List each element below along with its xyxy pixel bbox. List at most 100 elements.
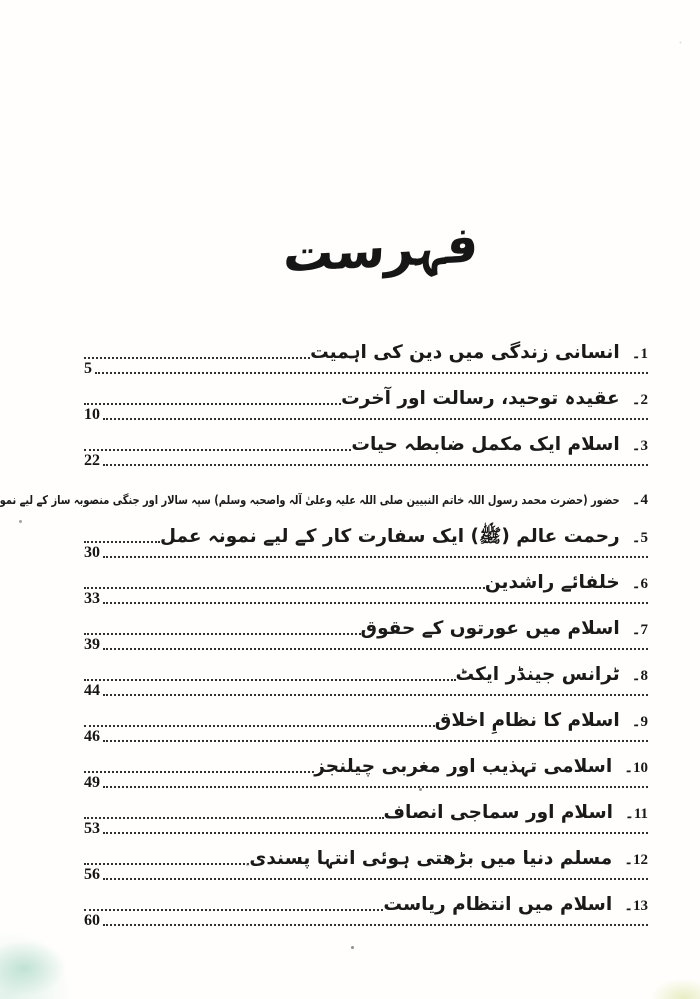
entry-page-number: 30 — [84, 544, 100, 561]
entry-page-number: 5 — [84, 360, 92, 377]
toc-entry-page-line: 5 — [84, 360, 648, 378]
dot-leader — [103, 556, 648, 558]
entry-page-number: 49 — [84, 774, 100, 791]
scan-noise-specks — [0, 0, 1, 1]
dot-leader — [84, 633, 361, 635]
entry-number: 8۔ — [631, 668, 648, 684]
toc-entry-page-line: 53 — [84, 820, 648, 838]
entry-number: 5۔ — [631, 530, 648, 546]
entry-number: 4۔ — [631, 492, 648, 508]
dot-leader — [84, 725, 435, 727]
entry-title: مسلم دنیا میں بڑھتی ہوئی انتہا پسندی — [249, 848, 613, 869]
toc-entry-page-line: 60 — [84, 912, 648, 930]
toc-entry-page-line: 30 — [84, 544, 648, 562]
dot-leader — [103, 740, 648, 742]
entry-number: 13۔ — [624, 898, 648, 914]
toc-entry: 11۔ اسلام اور سماجی انصاف 53 — [84, 802, 648, 838]
toc-entry-title-line: 8۔ ٹرانس جینڈر ایکٹ — [84, 664, 648, 685]
entry-page-number: 44 — [84, 682, 100, 699]
entry-number: 12۔ — [624, 852, 648, 868]
toc-entry: 7۔ اسلام میں عورتوں کے حقوق 39 — [84, 618, 648, 654]
toc-entry-title-line: 10۔ اسلامی تہذیب اور مغربی چیلنجز — [84, 756, 648, 777]
toc-entry-page-line: 22 — [84, 452, 648, 470]
entry-title: اسلام میں انتظام ریاست — [383, 894, 613, 915]
entry-title: ٹرانس جینڈر ایکٹ — [455, 664, 620, 685]
toc-entry-title-line: 12۔ مسلم دنیا میں بڑھتی ہوئی انتہا پسندی — [84, 848, 648, 869]
entry-title: اسلام اور سماجی انصاف — [383, 802, 614, 823]
toc-entry: 3۔ اسلام ایک مکمل ضابطہ حیات 22 — [84, 434, 648, 470]
dot-leader — [95, 372, 648, 374]
entry-number: 6۔ — [631, 576, 648, 592]
dot-leader — [103, 464, 648, 466]
entry-page-number: 10 — [84, 406, 100, 423]
entry-number: 9۔ — [631, 714, 648, 730]
entry-title: اسلام میں عورتوں کے حقوق — [360, 618, 620, 639]
toc-entry-title-line: 2۔ عقیدہ توحید، رسالت اور آخرت — [84, 388, 648, 409]
dot-leader — [84, 863, 250, 865]
toc-entry-page-line: 49 — [84, 774, 648, 792]
toc-entry-page-line: 56 — [84, 866, 648, 884]
entry-number: 11۔ — [625, 806, 648, 822]
entry-title: اسلامی تہذیب اور مغربی چیلنجز — [314, 756, 613, 777]
entry-page-number: 46 — [84, 728, 100, 745]
toc-entry: 8۔ ٹرانس جینڈر ایکٹ 44 — [84, 664, 648, 700]
entry-page-number: 22 — [84, 452, 100, 469]
dot-leader — [103, 786, 648, 788]
toc-entry: 5۔ رحمت عالم (ﷺ) ایک سفارت کار کے لیے نم… — [84, 526, 648, 562]
dot-leader — [84, 357, 311, 359]
page-title: فہرست — [281, 215, 480, 284]
dot-leader — [103, 924, 648, 926]
toc-entry-title-line: 3۔ اسلام ایک مکمل ضابطہ حیات — [84, 434, 648, 455]
toc-entry-page-line: 39 — [84, 636, 648, 654]
entry-page-number: 53 — [84, 820, 100, 837]
toc-entry-title-line: 11۔ اسلام اور سماجی انصاف — [84, 802, 648, 823]
toc-entry-title-line: 7۔ اسلام میں عورتوں کے حقوق — [84, 618, 648, 639]
entry-title: انسانی زندگی میں دین کی اہمیت — [310, 342, 620, 363]
entry-title: اسلام کا نظامِ اخلاق — [434, 710, 620, 731]
dot-leader — [84, 541, 160, 543]
dot-leader — [103, 878, 648, 880]
toc-list: 1۔ انسانی زندگی میں دین کی اہمیت 5 2۔ عق… — [0, 342, 648, 940]
toc-entry: 10۔ اسلامی تہذیب اور مغربی چیلنجز 49 — [84, 756, 648, 792]
dot-leader — [84, 817, 384, 819]
dot-leader — [103, 694, 648, 696]
entry-page-number: 39 — [84, 636, 100, 653]
entry-title: رحمت عالم (ﷺ) ایک سفارت کار کے لیے نمونہ… — [159, 526, 620, 547]
entry-title: اسلام ایک مکمل ضابطہ حیات — [351, 434, 620, 455]
dot-leader — [84, 909, 384, 911]
toc-entry-page-line: 10 — [84, 406, 648, 424]
toc-entry: 9۔ اسلام کا نظامِ اخلاق 46 — [84, 710, 648, 746]
entry-title: عقیدہ توحید، رسالت اور آخرت — [341, 388, 620, 409]
dot-leader — [103, 418, 648, 420]
toc-entry-page-line: 46 — [84, 728, 648, 746]
toc-entry: 6۔ خلفائے راشدین 33 — [84, 572, 648, 608]
entry-number: 7۔ — [631, 622, 648, 638]
entry-number: 2۔ — [631, 392, 648, 408]
entry-page-number: 33 — [84, 590, 100, 607]
entry-title: خلفائے راشدین — [484, 572, 620, 593]
toc-entry-title-line: 6۔ خلفائے راشدین — [84, 572, 648, 593]
toc-entry-page-line: 33 — [84, 590, 648, 608]
toc-entry-title-line: 5۔ رحمت عالم (ﷺ) ایک سفارت کار کے لیے نم… — [84, 526, 648, 547]
entry-title: حضور (حضرت محمد رسول اللہ خاتم النبیین ص… — [0, 493, 620, 507]
scan-stain-bottom-right — [630, 957, 700, 999]
toc-entry-title-line: 1۔ انسانی زندگی میں دین کی اہمیت — [84, 342, 648, 363]
toc-entry: 13۔ اسلام میں انتظام ریاست 60 — [84, 894, 648, 930]
toc-entry-title-line: 4۔ حضور (حضرت محمد رسول اللہ خاتم النبیی… — [0, 489, 648, 510]
dot-leader — [84, 587, 485, 589]
dot-leader — [84, 679, 456, 681]
toc-entry-page-line: 44 — [84, 682, 648, 700]
toc-entry: 2۔ عقیدہ توحید، رسالت اور آخرت 10 — [84, 388, 648, 424]
entry-number: 3۔ — [631, 438, 648, 454]
entry-page-number: 56 — [84, 866, 100, 883]
entry-number: 10۔ — [624, 760, 648, 776]
toc-entry-title-line: 13۔ اسلام میں انتظام ریاست — [84, 894, 648, 915]
toc-entry: 4۔ حضور (حضرت محمد رسول اللہ خاتم النبیی… — [0, 480, 648, 516]
toc-entry: 1۔ انسانی زندگی میں دین کی اہمیت 5 — [84, 342, 648, 378]
dot-leader — [103, 602, 648, 604]
dot-leader — [103, 832, 648, 834]
entry-page-number: 60 — [84, 912, 100, 929]
dot-leader — [84, 771, 315, 773]
dot-leader — [84, 403, 342, 405]
